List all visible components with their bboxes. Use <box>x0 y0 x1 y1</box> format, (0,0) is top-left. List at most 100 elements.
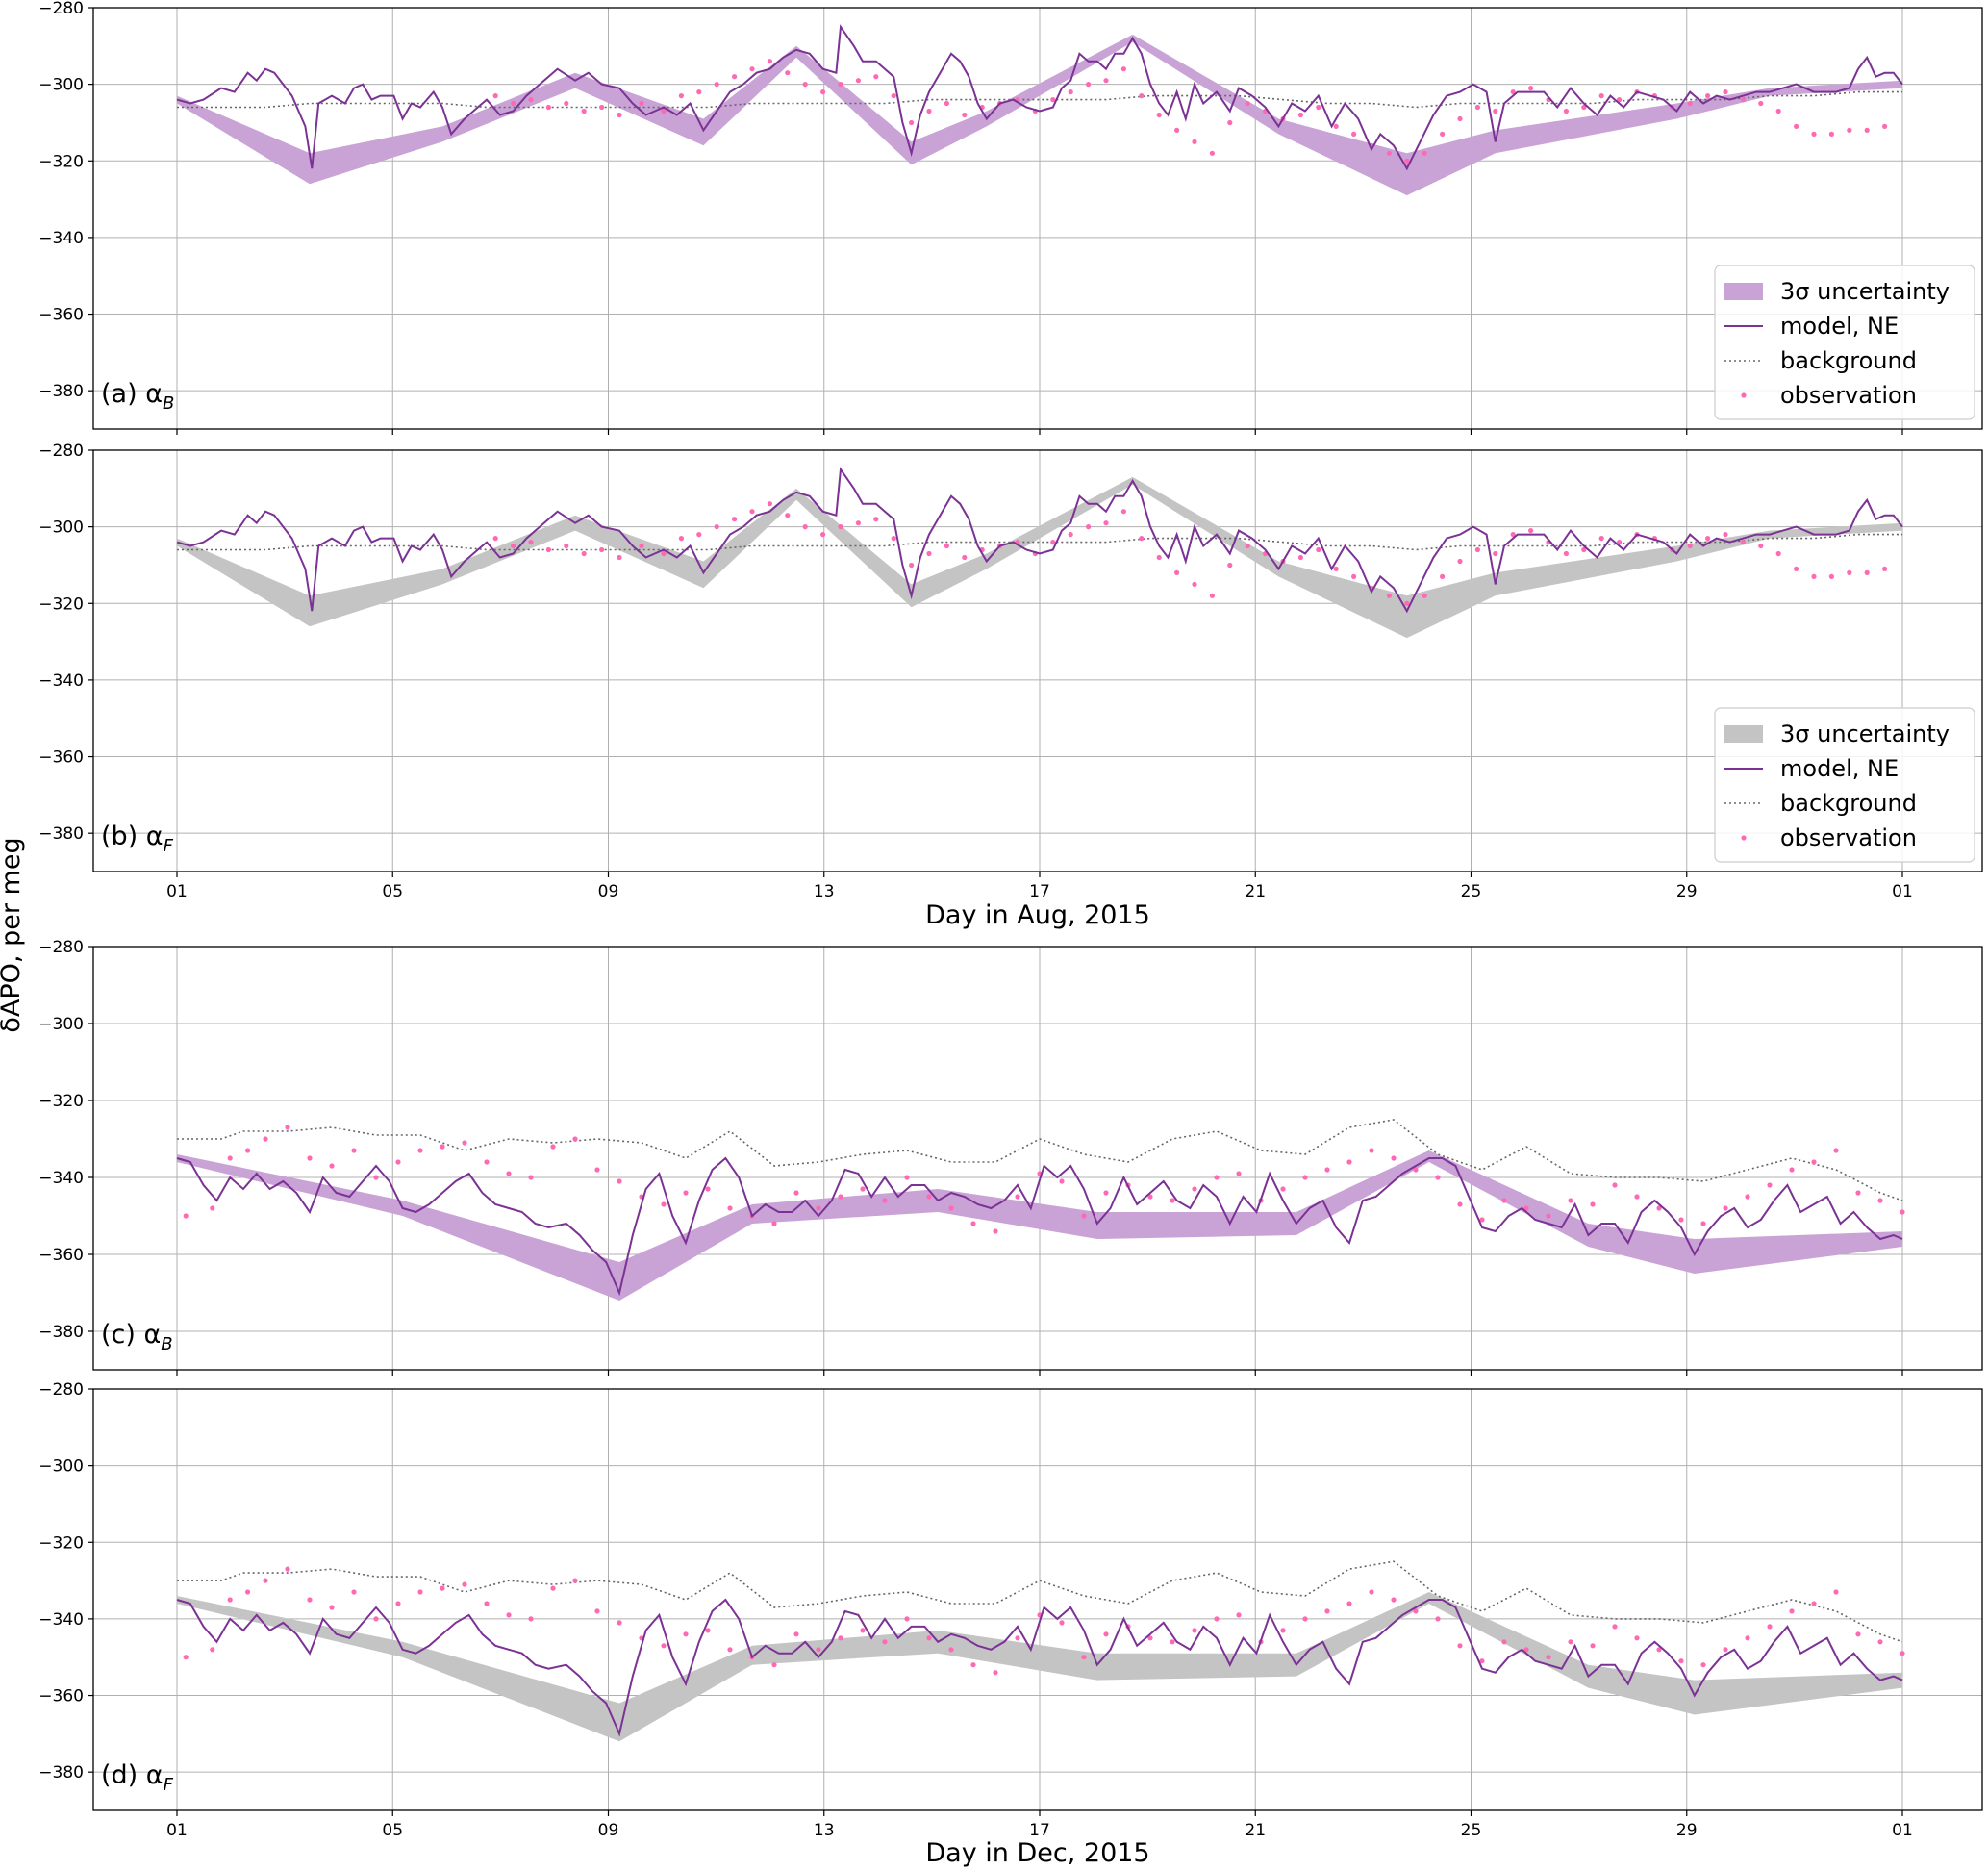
legend-label: 3σ uncertainty <box>1780 278 1950 305</box>
observation-point <box>1723 1205 1728 1211</box>
observation-point <box>904 1616 910 1622</box>
observation-point <box>617 554 622 561</box>
observation-point <box>1828 573 1834 580</box>
observation-point <box>696 532 702 538</box>
observation-point <box>572 1136 578 1142</box>
observation-point <box>1120 509 1126 515</box>
observation-point <box>1882 566 1888 572</box>
observation-point <box>1081 1213 1087 1219</box>
observation-point <box>678 536 685 542</box>
x-tick-label: 09 <box>598 1821 619 1840</box>
observation-point <box>329 1163 335 1169</box>
observation-point <box>462 1581 467 1587</box>
observation-point <box>1316 104 1321 111</box>
observation-point <box>506 1171 512 1176</box>
observation-point <box>1523 1647 1529 1653</box>
observation-point <box>1546 1213 1551 1219</box>
y-tick-label: −300 <box>38 1015 84 1034</box>
observation-point <box>1068 89 1073 95</box>
observation-point <box>1103 78 1109 84</box>
observation-point <box>1563 108 1569 114</box>
observation-point <box>1510 89 1516 95</box>
observation-point <box>639 543 644 549</box>
y-axis-label: δAPO, per meg <box>0 837 26 1032</box>
observation-point <box>683 1631 689 1637</box>
observation-point <box>1297 554 1303 561</box>
axes-frame <box>92 7 1983 430</box>
observation-point <box>1581 104 1587 111</box>
observation-point <box>1245 543 1250 549</box>
chart-panel-3: −280 −300 −320 −340 −360 −380 (c) αB <box>38 938 1983 1376</box>
observation-point <box>1404 158 1410 164</box>
observation-point <box>1758 543 1764 549</box>
observation-point <box>696 89 702 95</box>
legend-label: background <box>1780 790 1917 817</box>
background-line <box>177 90 1902 109</box>
observation-point <box>1723 1647 1728 1653</box>
x-tick-label: 01 <box>166 882 188 901</box>
observation-point <box>1700 1221 1706 1226</box>
observation-point <box>639 100 644 107</box>
observation-point <box>1457 1201 1463 1207</box>
observation-point <box>511 543 516 549</box>
observation-point <box>506 1612 512 1618</box>
observation-point <box>891 536 896 542</box>
observation-point <box>705 1186 711 1192</box>
observation-point <box>820 89 826 95</box>
observation-point <box>572 1578 578 1583</box>
observation-point <box>1864 569 1870 576</box>
uncertainty-band <box>177 1150 1902 1301</box>
observation-point <box>1794 123 1799 129</box>
observation-point <box>1811 573 1817 580</box>
observation-point <box>882 1198 888 1203</box>
observation-point <box>873 517 879 522</box>
observation-point <box>1900 1209 1905 1215</box>
observation-point <box>727 1647 733 1653</box>
observation-point <box>767 59 773 64</box>
observation-point <box>678 93 685 99</box>
legend-label: model, NE <box>1780 313 1899 340</box>
observation-point <box>732 74 738 80</box>
y-tick-label: −340 <box>38 1610 84 1630</box>
observation-point <box>395 1159 401 1165</box>
observation-point <box>594 1167 600 1173</box>
observation-point <box>1833 1148 1839 1153</box>
observation-point <box>909 562 915 569</box>
observation-point <box>1568 1198 1573 1203</box>
y-tick-label: −320 <box>38 594 84 614</box>
observation-point <box>944 100 950 107</box>
observation-point <box>1435 1175 1441 1180</box>
observation-point <box>351 1148 357 1153</box>
legend-uncertainty-swatch <box>1724 283 1763 300</box>
observation-point <box>581 108 587 114</box>
observation-point <box>1833 1589 1839 1595</box>
background-line <box>177 1119 1903 1201</box>
observation-point <box>705 1628 711 1633</box>
observation-point <box>545 104 552 111</box>
observation-point <box>1103 1190 1109 1196</box>
y-tick-label: −280 <box>38 1380 84 1400</box>
observation-point <box>1192 581 1197 588</box>
observation-point <box>1474 104 1480 111</box>
observation-point <box>1598 93 1604 99</box>
observation-point <box>599 104 605 111</box>
observation-point <box>492 93 498 99</box>
observation-point <box>926 550 932 557</box>
background-line <box>177 533 1902 551</box>
observation-point <box>926 1194 932 1200</box>
legend-label: observation <box>1780 824 1917 851</box>
observation-point <box>714 524 719 530</box>
observation-point <box>1369 1589 1374 1595</box>
observation-point <box>1297 112 1303 118</box>
observation-point <box>1422 150 1427 156</box>
observation-point <box>550 1585 556 1591</box>
observation-point <box>767 501 773 507</box>
legend-observation-swatch <box>1741 392 1747 398</box>
y-tick-label: −280 <box>38 0 84 18</box>
observation-point <box>564 543 569 549</box>
observation-point <box>1413 1167 1419 1173</box>
x-tick-label: 25 <box>1461 1821 1482 1840</box>
observation-point <box>683 1190 689 1196</box>
observation-point <box>1280 1628 1286 1633</box>
y-tick-label: −320 <box>38 1533 84 1553</box>
